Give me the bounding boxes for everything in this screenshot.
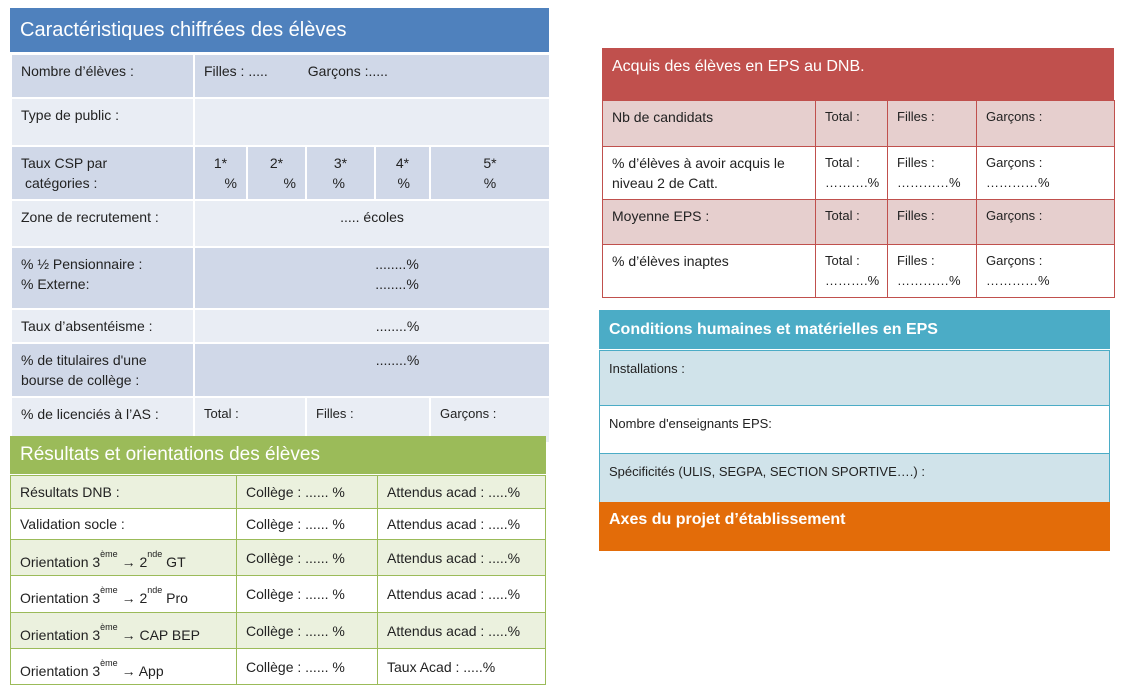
bourse-value[interactable]: ........% — [193, 342, 551, 398]
college-value[interactable]: Collège : ...... % — [236, 648, 378, 685]
bourse-label: % de titulaires d'une bourse de collège : — [10, 342, 195, 398]
garcons-field[interactable]: Garçons : — [976, 199, 1115, 245]
nombre-label: Nombre d’élèves : — [10, 53, 195, 99]
acquis-row: Moyenne EPS : Total : Filles : Garçons : — [602, 199, 1115, 245]
resultats-label: Orientation 3ème → 2nde Pro — [10, 575, 237, 613]
filles-value: Filles : ..... — [204, 63, 268, 79]
filles-field[interactable]: Filles : — [887, 100, 977, 147]
college-value[interactable]: Collège : ...... % — [236, 612, 378, 649]
csp-cat-5[interactable]: 5*% — [429, 145, 551, 201]
acquis-label: Moyenne EPS : — [602, 199, 816, 245]
csp-cat-3[interactable]: 3*% — [305, 145, 376, 201]
resultats-row: Orientation 3ème → 2nde GT Collège : ....… — [10, 539, 546, 576]
acad-value[interactable]: Attendus acad : .....% — [377, 575, 546, 613]
total-field[interactable]: Total :……….% — [815, 146, 888, 200]
resultats-label: Orientation 3ème → 2nde GT — [10, 539, 237, 576]
absenteisme-value[interactable]: ........% — [193, 308, 551, 344]
resultats-label: Orientation 3ème → App — [10, 648, 237, 685]
college-value[interactable]: Collège : ...... % — [236, 539, 378, 576]
resultats-label: Orientation 3ème → CAP BEP — [10, 612, 237, 649]
conditions-table: Installations : Nombre d'enseignants EPS… — [599, 350, 1110, 503]
type-public-label: Type de public : — [10, 97, 195, 147]
resultats-label: Résultats DNB : — [10, 475, 237, 509]
resultats-row: Résultats DNB : Collège : ...... % Attendu… — [10, 475, 546, 509]
acad-value[interactable]: Attendus acad : .....% — [377, 612, 546, 649]
total-field[interactable]: Total :……….% — [815, 244, 888, 298]
college-value[interactable]: Collège : ...... % — [236, 575, 378, 613]
type-public-field[interactable] — [193, 97, 551, 147]
csp-label: Taux CSP par catégories : — [10, 145, 195, 201]
college-value[interactable]: Collège : ...... % — [236, 475, 378, 509]
zone-label: Zone de recrutement : — [10, 199, 195, 248]
acquis-label: % d’élèves inaptes — [602, 244, 816, 298]
garcons-value: Garçons :..... — [307, 63, 388, 79]
acquis-row: Nb de candidats Total : Filles : Garçons : — [602, 100, 1115, 147]
acquis-label: % d’élèves à avoir acquis le niveau 2 de… — [602, 146, 816, 200]
caracteristiques-title: Caractéristiques chiffrées des élèves — [10, 8, 549, 52]
csp-cat-1[interactable]: 1*% — [193, 145, 248, 201]
resultats-row: Orientation 3ème → 2nde Pro Collège : ...… — [10, 575, 546, 613]
csp-cat-2[interactable]: 2*% — [246, 145, 307, 201]
total-field[interactable]: Total : — [815, 199, 888, 245]
nombre-field[interactable]: Filles : ..... Garçons :..... — [193, 53, 551, 99]
acquis-table: Nb de candidats Total : Filles : Garçons :%… — [602, 100, 1115, 298]
acquis-title: Acquis des élèves en EPS au DNB. — [602, 48, 1114, 100]
acad-value[interactable]: Attendus acad : .....% — [377, 475, 546, 509]
acquis-row: % d’élèves inaptes Total :……….% Filles :……… — [602, 244, 1115, 298]
resultats-row: Orientation 3ème → CAP BEP Collège : ....… — [10, 612, 546, 649]
csp-cat-4[interactable]: 4*% — [374, 145, 431, 201]
axes-title: Axes du projet d’établissement — [599, 502, 1110, 551]
resultats-row: Validation socle : Collège : ...... % Atte… — [10, 508, 546, 540]
acquis-row: % d’élèves à avoir acquis le niveau 2 de… — [602, 146, 1115, 200]
college-value[interactable]: Collège : ...... % — [236, 508, 378, 540]
garcons-field[interactable]: Garçons :…………% — [976, 244, 1115, 298]
resultats-title: Résultats et orientations des élèves — [10, 436, 546, 474]
garcons-field[interactable]: Garçons : — [976, 100, 1115, 147]
pension-values[interactable]: ........%........% — [193, 246, 551, 310]
acad-value[interactable]: Taux Acad : .....% — [377, 648, 546, 685]
filles-field[interactable]: Filles :…………% — [887, 146, 977, 200]
caracteristiques-table: Nombre d’élèves : Filles : ..... Garçons :… — [10, 53, 551, 444]
installations-field[interactable]: Installations : — [599, 350, 1110, 406]
resultats-row: Orientation 3ème → App Collège : ...... %… — [10, 648, 546, 685]
resultats-table: Résultats DNB : Collège : ...... % Attendu… — [10, 475, 546, 685]
filles-field[interactable]: Filles :…………% — [887, 244, 977, 298]
acquis-label: Nb de candidats — [602, 100, 816, 147]
garcons-field[interactable]: Garçons :…………% — [976, 146, 1115, 200]
enseignants-field[interactable]: Nombre d'enseignants EPS: — [599, 405, 1110, 454]
filles-field[interactable]: Filles : — [887, 199, 977, 245]
acad-value[interactable]: Attendus acad : .....% — [377, 508, 546, 540]
total-field[interactable]: Total : — [815, 100, 888, 147]
conditions-title: Conditions humaines et matérielles en EP… — [599, 310, 1110, 349]
zone-value[interactable]: ..... écoles — [193, 199, 551, 248]
resultats-label: Validation socle : — [10, 508, 237, 540]
acad-value[interactable]: Attendus acad : .....% — [377, 539, 546, 576]
absenteisme-label: Taux d’absentéisme : — [10, 308, 195, 344]
specificites-field[interactable]: Spécificités (ULIS, SEGPA, SECTION SPORT… — [599, 453, 1110, 503]
pension-label: % ½ Pensionnaire :% Externe: — [10, 246, 195, 310]
